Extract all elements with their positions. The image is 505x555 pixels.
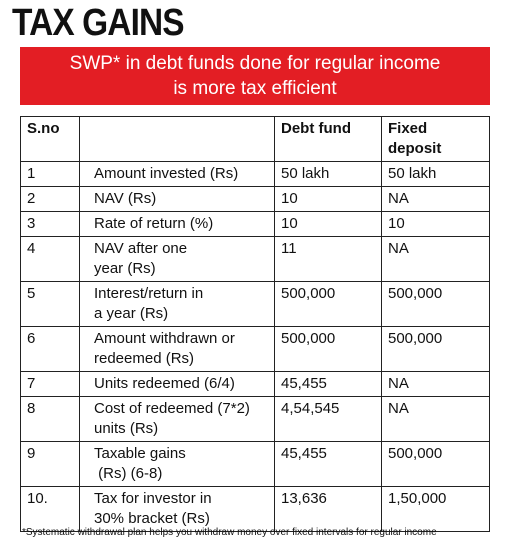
table-row: 4 NAV after one year (Rs) 11 NA <box>20 236 490 282</box>
label-line: a year (Rs) <box>94 305 169 322</box>
cell-label: Cost of redeemed (7*2) units (Rs) <box>79 396 275 442</box>
label-line: Tax for investor in <box>94 490 212 507</box>
cell-debt: 10 <box>274 211 382 237</box>
cell-debt: 500,000 <box>274 326 382 372</box>
cell-debt: 11 <box>274 236 382 282</box>
label-line: (Rs) (6-8) <box>94 465 163 482</box>
cell-label: Units redeemed (6/4) <box>79 371 275 397</box>
banner: SWP* in debt funds done for regular inco… <box>20 47 490 105</box>
column-header <box>79 116 275 162</box>
cell-debt: 4,54,545 <box>274 396 382 442</box>
table-row: 5 Interest/return in a year (Rs) 500,000 500… <box>20 281 490 327</box>
label-line: Rate of return (%) <box>94 215 214 232</box>
cell-label: NAV (Rs) <box>79 186 275 212</box>
cell-fd: 500,000 <box>381 441 490 487</box>
table-row: 6 Amount withdrawn or redeemed (Rs) 500,000… <box>20 326 490 372</box>
table-row: 9 Taxable gains (Rs) (6-8) 45,455 500,000 <box>20 441 490 487</box>
cell-label: Taxable gains (Rs) (6-8) <box>79 441 275 487</box>
cell-debt: 500,000 <box>274 281 382 327</box>
cell-debt: 50 lakh <box>274 161 382 187</box>
cell-label: Amount withdrawn or redeemed (Rs) <box>79 326 275 372</box>
cell-fd: 10 <box>381 211 490 237</box>
cell-fd: 500,000 <box>381 326 490 372</box>
table-row: 8 Cost of redeemed (7*2) units (Rs) 4,54,54… <box>20 396 490 442</box>
label-line: Units redeemed (6/4) <box>94 375 235 392</box>
label-line: year (Rs) <box>94 260 156 277</box>
table: S.no Debt fund Fixed deposit 1 Amount inv… <box>20 116 490 532</box>
cell-label: Tax for investor in 30% bracket (Rs) <box>79 486 275 532</box>
cell-label: NAV after one year (Rs) <box>79 236 275 282</box>
label-line: Cost of redeemed (7*2) <box>94 400 250 417</box>
cell-sno: 6 <box>20 326 80 372</box>
cell-sno: 7 <box>20 371 80 397</box>
label-line: Amount withdrawn or <box>94 330 235 347</box>
cell-label: Rate of return (%) <box>79 211 275 237</box>
cell-debt: 13,636 <box>274 486 382 532</box>
label-line: redeemed (Rs) <box>94 350 195 367</box>
cell-fd: 1,50,000 <box>381 486 490 532</box>
label-line: NAV (Rs) <box>94 190 157 207</box>
cell-sno: 8 <box>20 396 80 442</box>
cell-debt: 45,455 <box>274 371 382 397</box>
label-line: Taxable gains <box>94 445 186 462</box>
title: TAX GAINS <box>12 2 185 44</box>
table-row: 3 Rate of return (%) 10 10 <box>20 211 490 237</box>
table-row: 10. Tax for investor in 30% bracket (Rs) 13… <box>20 486 490 532</box>
cell-sno: 1 <box>20 161 80 187</box>
cell-debt: 10 <box>274 186 382 212</box>
table-row: 2 NAV (Rs) 10 NA <box>20 186 490 212</box>
header-row: S.no Debt fund Fixed deposit <box>20 116 490 162</box>
column-header: Debt fund <box>274 116 382 162</box>
label-line: Interest/return in <box>94 285 204 302</box>
cell-label: Amount invested (Rs) <box>79 161 275 187</box>
cell-fd: 50 lakh <box>381 161 490 187</box>
cell-sno: 3 <box>20 211 80 237</box>
banner-line: is more tax efficient <box>173 78 337 99</box>
banner-line: SWP* in debt funds done for regular inco… <box>69 53 441 74</box>
label-line: 30% bracket (Rs) <box>94 510 210 527</box>
cell-label: Interest/return in a year (Rs) <box>79 281 275 327</box>
cell-sno: 2 <box>20 186 80 212</box>
label-line: Amount invested (Rs) <box>94 165 239 182</box>
cell-fd: NA <box>381 396 490 442</box>
cell-sno: 10. <box>20 486 80 532</box>
cell-sno: 4 <box>20 236 80 282</box>
table-row: 7 Units redeemed (6/4) 45,455 NA <box>20 371 490 397</box>
cell-sno: 9 <box>20 441 80 487</box>
column-header: Fixed deposit <box>381 116 490 162</box>
cell-fd: 500,000 <box>381 281 490 327</box>
cell-fd: NA <box>381 186 490 212</box>
table-row: 1 Amount invested (Rs) 50 lakh 50 lakh <box>20 161 490 187</box>
cell-fd: NA <box>381 236 490 282</box>
cell-sno: 5 <box>20 281 80 327</box>
cell-fd: NA <box>381 371 490 397</box>
cell-debt: 45,455 <box>274 441 382 487</box>
label-line: units (Rs) <box>94 420 159 437</box>
label-line: NAV after one <box>94 240 188 257</box>
column-header: S.no <box>20 116 80 162</box>
footnote: *Systematic withdrawal plan helps you wi… <box>22 527 437 538</box>
